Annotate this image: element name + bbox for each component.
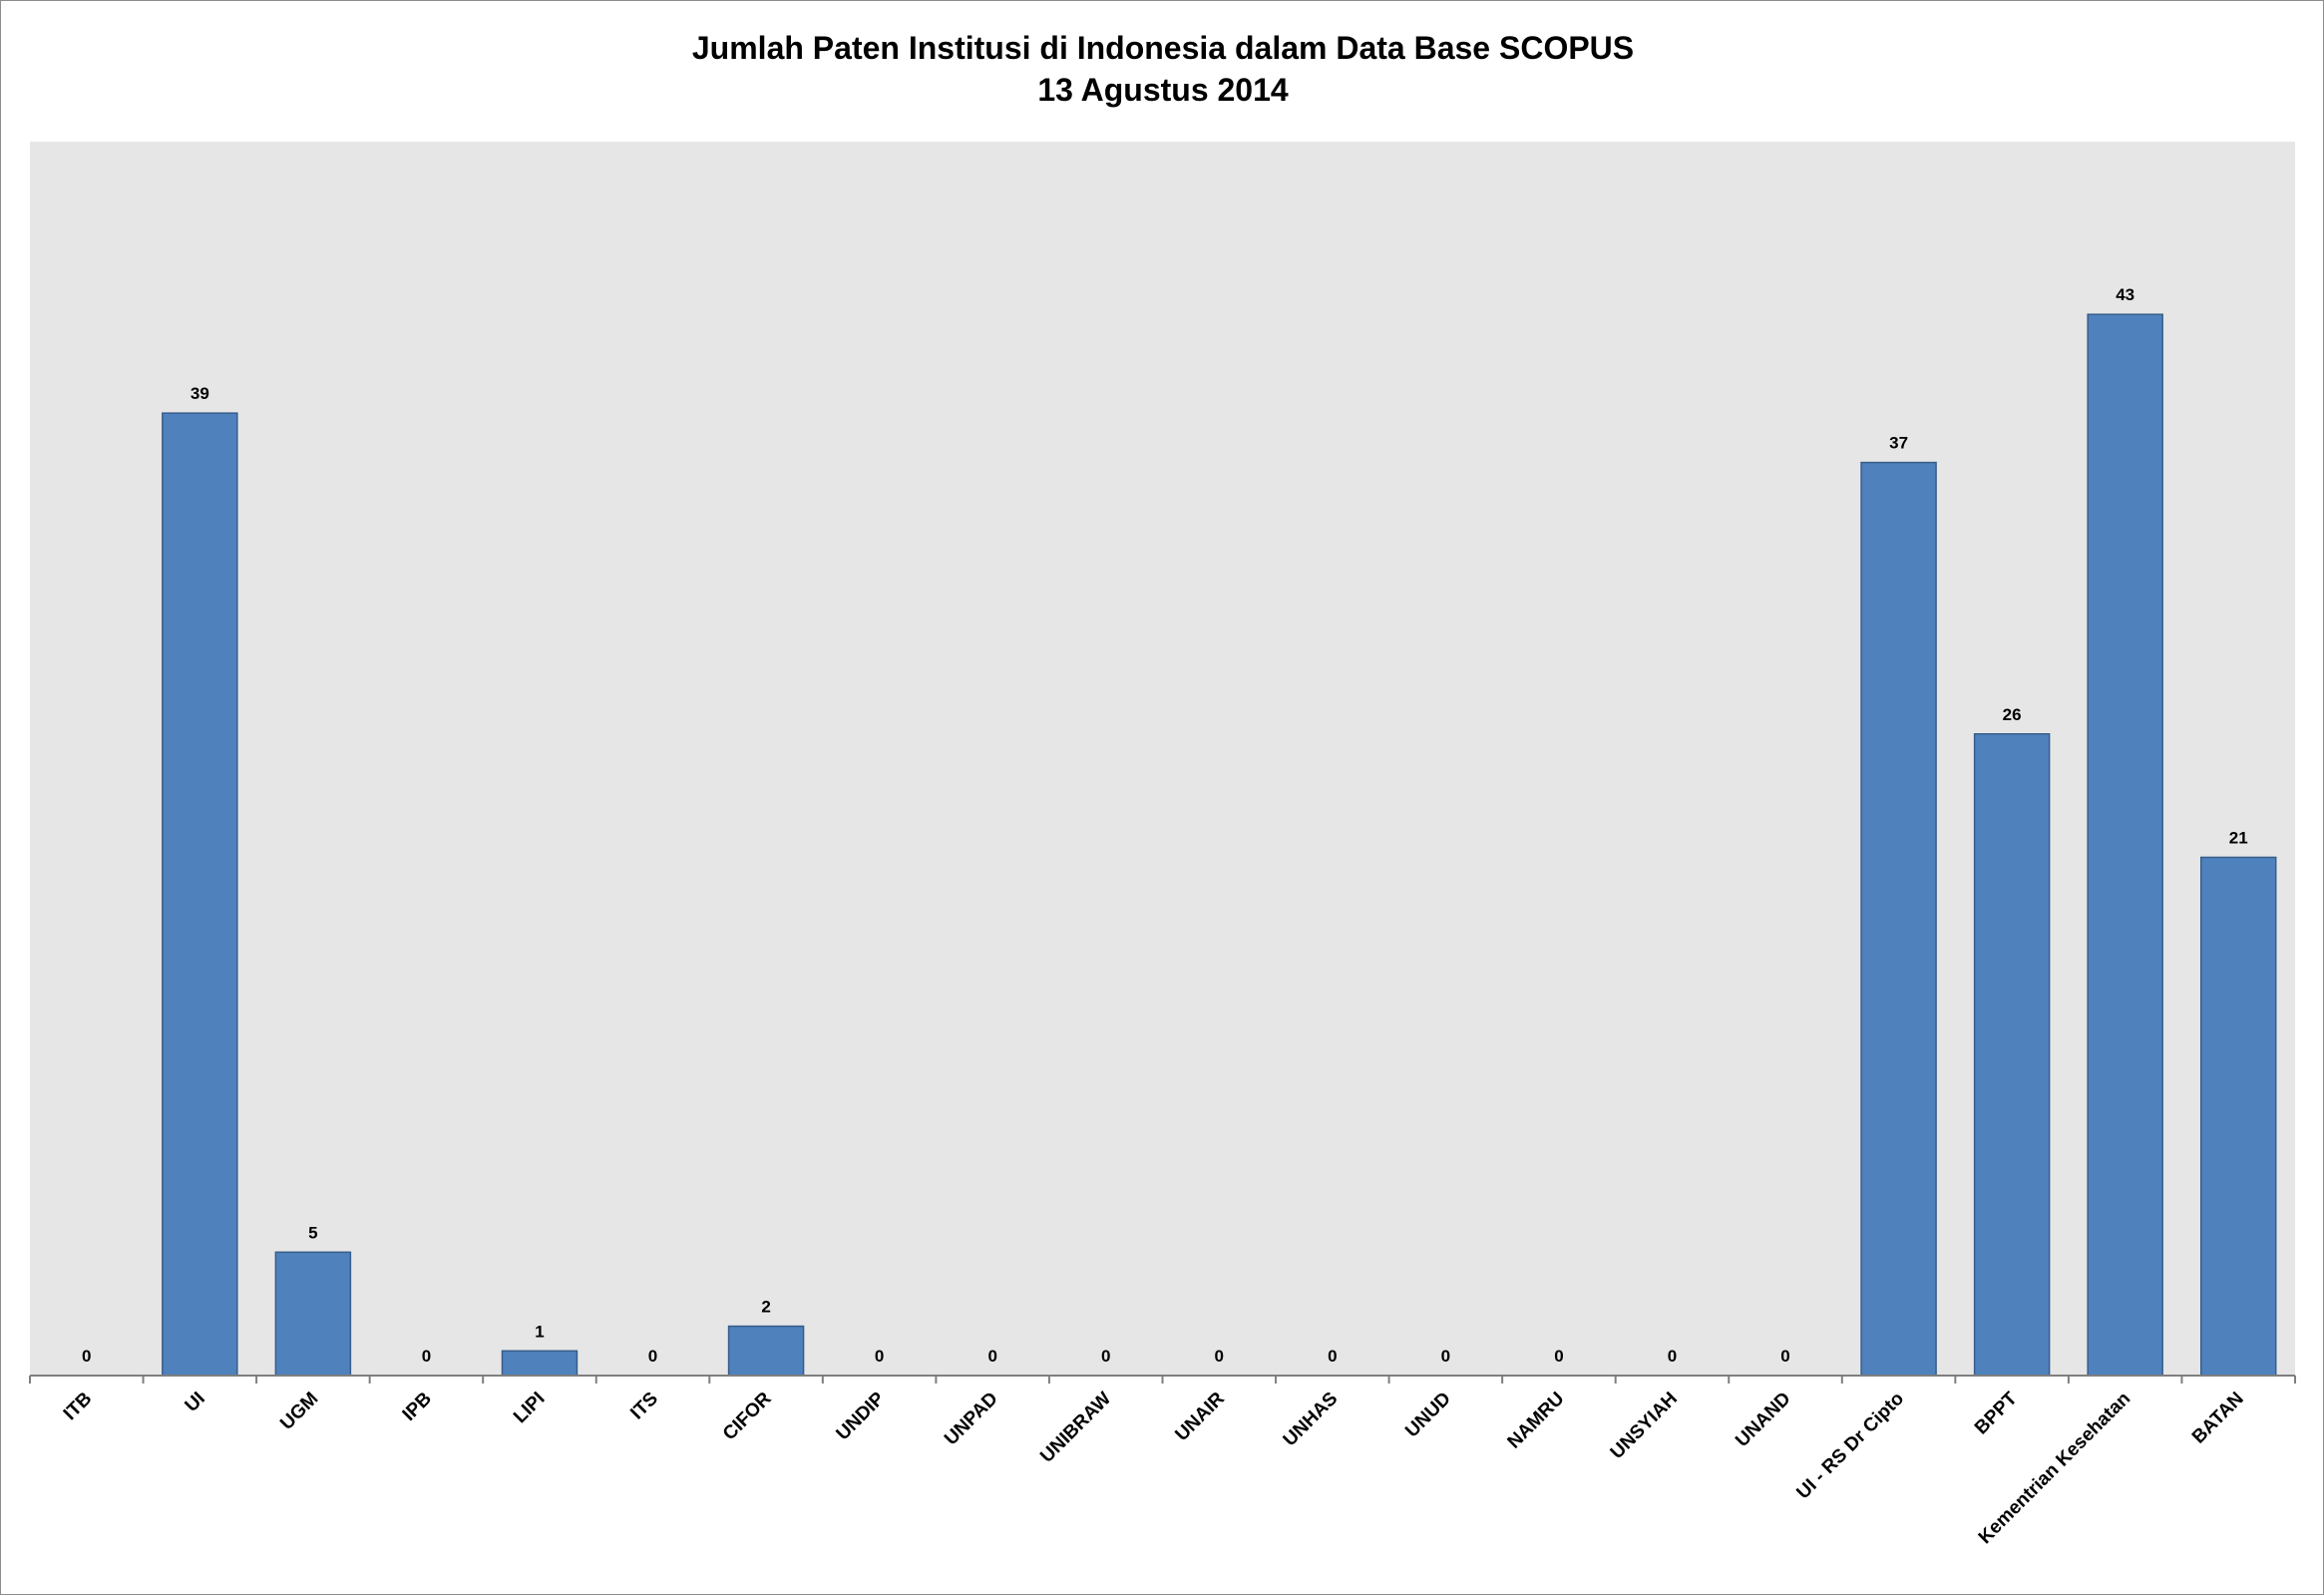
- data-label: 0: [1780, 1347, 1789, 1366]
- x-tick-label: UI: [182, 1389, 209, 1416]
- x-tick-label: UI - RS Dr Cipto: [1792, 1389, 1908, 1504]
- data-label: 0: [1554, 1347, 1563, 1366]
- x-tick-label: LIPI: [510, 1389, 549, 1427]
- bar: [501, 1350, 579, 1377]
- data-label: 37: [1889, 434, 1908, 453]
- data-label: 21: [2229, 828, 2248, 847]
- bar: [162, 412, 238, 1377]
- data-label: 43: [2116, 285, 2134, 304]
- data-label: 0: [648, 1347, 657, 1366]
- data-label: 0: [1328, 1347, 1337, 1366]
- x-tick-label: UNIBRAW: [1036, 1389, 1115, 1467]
- x-tick-label: UNAND: [1732, 1389, 1794, 1451]
- bar: [274, 1251, 352, 1377]
- data-label: 26: [2003, 705, 2022, 724]
- data-label: 0: [875, 1347, 884, 1366]
- chart-subtitle: 13 Agustus 2014: [1037, 72, 1289, 108]
- bar: [727, 1325, 805, 1377]
- bar: [2087, 313, 2163, 1377]
- x-tick-label: UNDIP: [833, 1388, 890, 1444]
- data-label: 2: [761, 1298, 770, 1317]
- data-label: 0: [1441, 1347, 1450, 1366]
- data-label: 0: [1668, 1347, 1677, 1366]
- x-tick-label: UNHAS: [1280, 1389, 1343, 1451]
- x-tick-label: IPB: [399, 1389, 436, 1425]
- data-label: 0: [987, 1347, 996, 1366]
- data-label: 39: [191, 384, 209, 403]
- plot-area: [30, 142, 2295, 1376]
- chart-title: Jumlah Paten Institusi di Indonesia dala…: [692, 30, 1634, 66]
- data-label: 0: [1101, 1347, 1110, 1366]
- x-tick-label: CIFOR: [719, 1388, 776, 1444]
- data-label: 0: [1215, 1347, 1224, 1366]
- x-tick-label: BPPT: [1971, 1388, 2022, 1438]
- x-tick-label: UNPAD: [941, 1389, 1002, 1450]
- bar: [2199, 856, 2277, 1377]
- x-tick-label: ITB: [60, 1389, 96, 1424]
- data-label: 5: [308, 1223, 317, 1242]
- x-tick-label: ITS: [626, 1389, 662, 1424]
- data-labels: 0 39 5 0 1 0 2 0 0 0 0 0 0 0 0 0 37 26 43 21: [82, 285, 2248, 1366]
- x-tick-label: UGM: [276, 1389, 322, 1434]
- x-axis-ticks: [29, 1376, 2296, 1384]
- bars-layer: [162, 313, 2277, 1377]
- bar: [1973, 733, 2051, 1377]
- data-label: 0: [422, 1347, 431, 1366]
- bar: [1860, 461, 1937, 1377]
- data-label: 0: [82, 1347, 91, 1366]
- x-tick-label: UNSYIAH: [1607, 1389, 1682, 1463]
- x-tick-label: UNAIR: [1171, 1388, 1229, 1445]
- x-tick-label: BATAN: [2188, 1389, 2248, 1448]
- data-label: 1: [535, 1322, 544, 1341]
- x-tick-label: NAMRU: [1504, 1389, 1569, 1453]
- x-tick-label: UNUD: [1401, 1389, 1455, 1442]
- x-axis-tick-labels: ITB UI UGM IPB LIPI ITS CIFOR UNDIP UNPAD UNIBRAW…: [60, 1388, 2248, 1548]
